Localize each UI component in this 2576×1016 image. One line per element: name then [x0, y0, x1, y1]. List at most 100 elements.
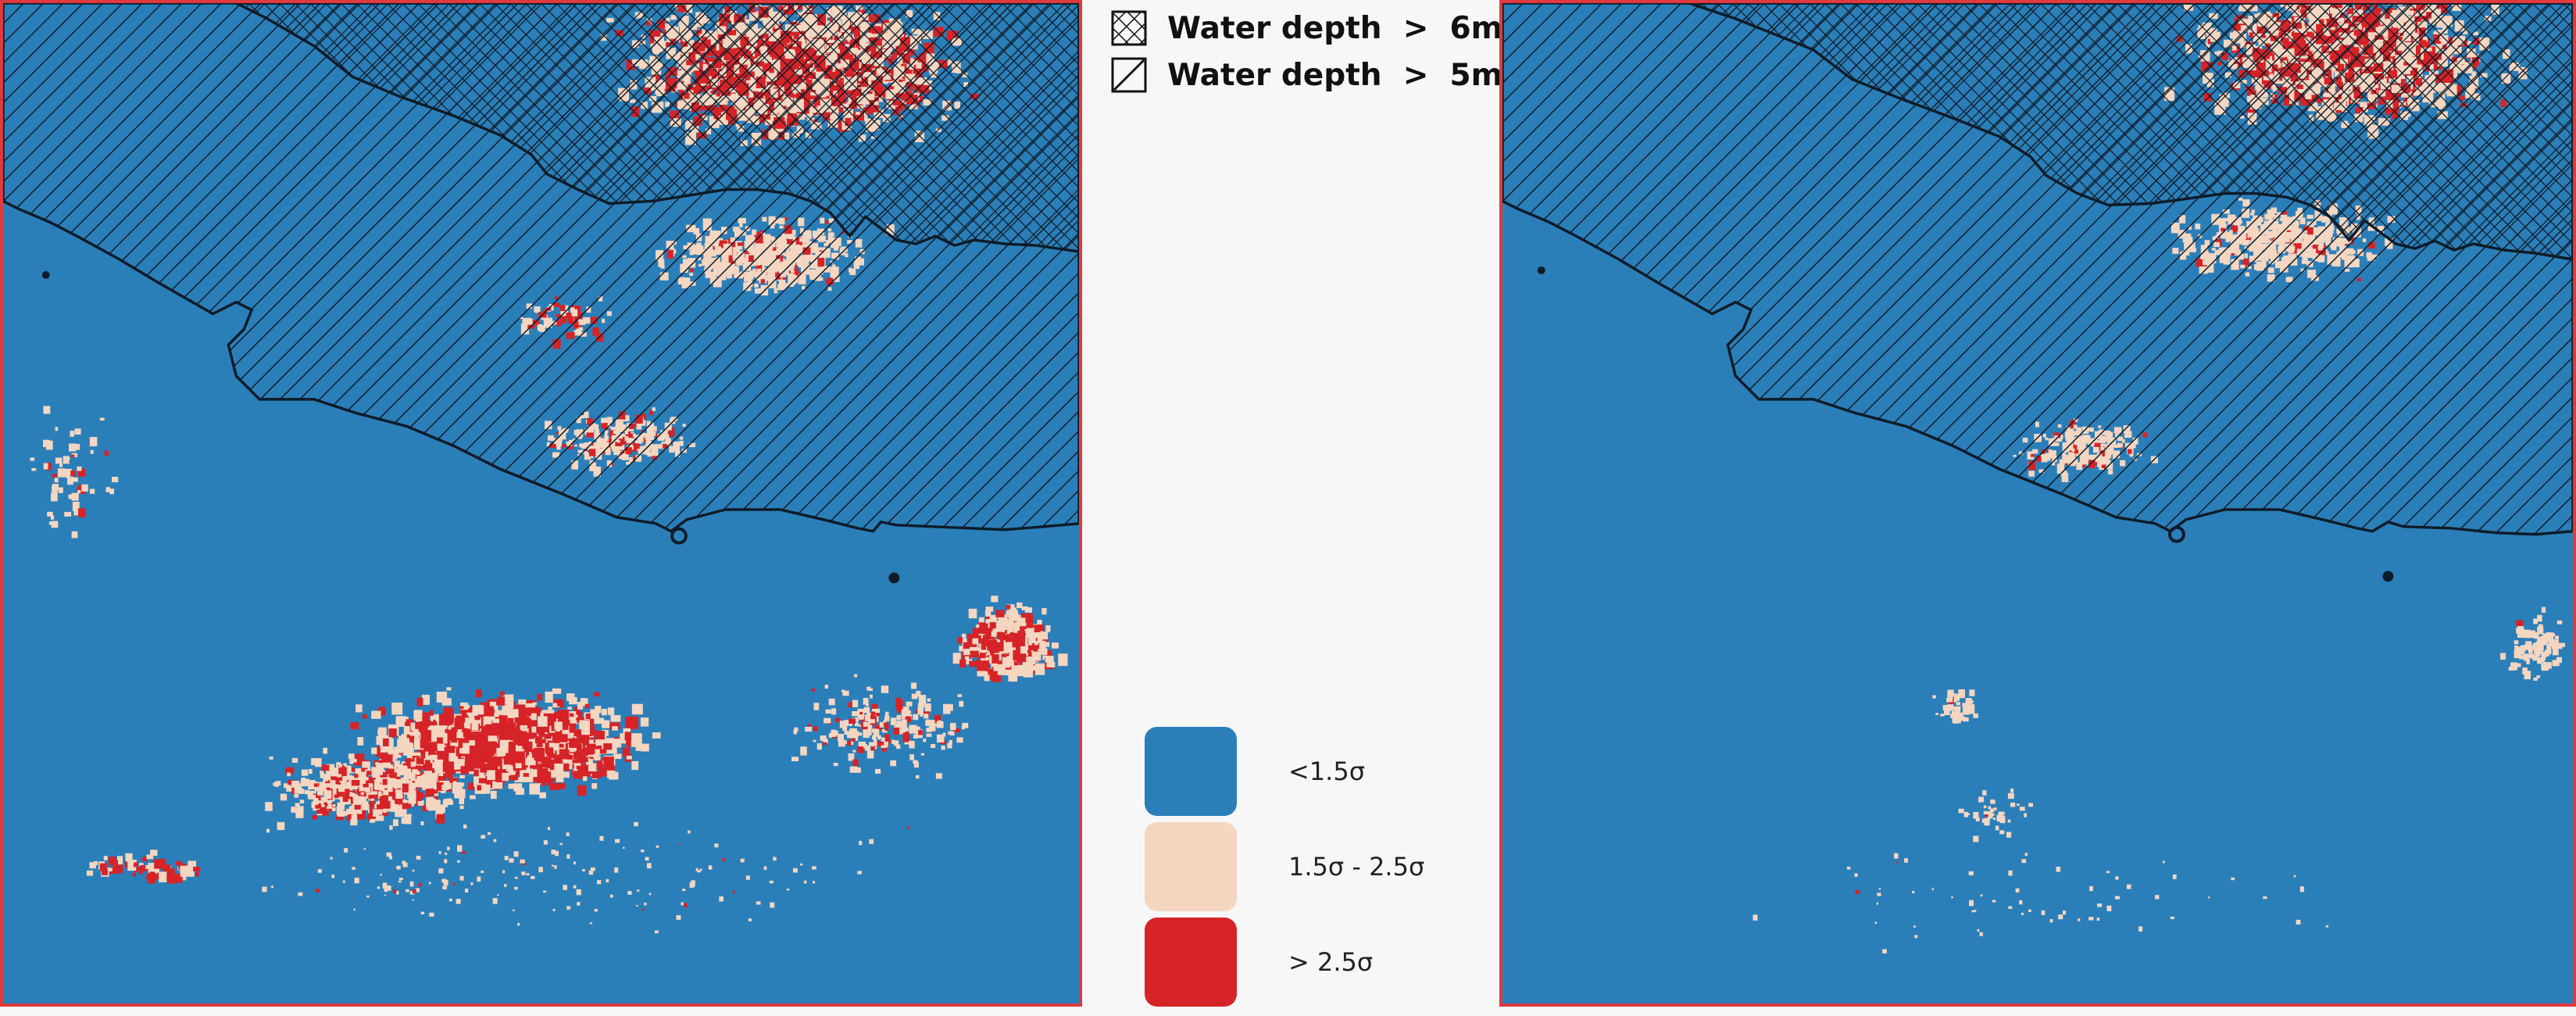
anomaly-cell [992, 628, 1000, 635]
anomaly-cell [1021, 606, 1028, 610]
anomaly-cell [467, 782, 475, 790]
anomaly-cell [508, 741, 516, 750]
anomaly-cell [1037, 624, 1045, 634]
anomaly-cell [464, 750, 474, 763]
anomaly-cell [1009, 660, 1019, 670]
anomaly-cell [634, 821, 638, 827]
anomaly-cell [381, 784, 388, 789]
anomaly-cell [180, 865, 189, 877]
anomaly-cell [473, 751, 483, 762]
anomaly-cell [523, 728, 533, 735]
anomaly-cell [137, 867, 143, 871]
anomaly-cell [346, 775, 353, 780]
anomaly-cell [163, 864, 171, 871]
anomaly-cell [291, 757, 298, 763]
anomaly-cell [1006, 604, 1015, 610]
anomaly-cell [528, 727, 538, 739]
anomaly-cell [601, 709, 607, 716]
anomaly-cell [502, 759, 512, 771]
anomaly-cell [881, 739, 888, 747]
anomaly-cell [382, 800, 391, 809]
anomaly-cell [531, 713, 537, 721]
anomaly-cell [906, 701, 913, 707]
anomaly-cell [576, 765, 581, 771]
anomaly-cell [902, 707, 909, 712]
anomaly-cell [354, 774, 359, 778]
anomaly-cell [312, 814, 318, 820]
anomaly-cell [470, 795, 476, 800]
anomaly-cell [429, 754, 438, 760]
anomaly-cell [595, 749, 602, 756]
anomaly-cell [402, 783, 409, 792]
anomaly-cell [844, 720, 849, 725]
anomaly-cell [848, 702, 852, 708]
anomaly-cell [1027, 649, 1031, 653]
anomaly-cell [957, 694, 963, 697]
anomaly-cell [956, 737, 963, 743]
anomaly-cell [68, 494, 73, 499]
anomaly-cell [497, 717, 503, 724]
anomaly-cell [395, 779, 403, 787]
anomaly-cell [477, 876, 481, 882]
anomaly-cell [602, 720, 610, 728]
anomaly-cell [745, 875, 750, 880]
anomaly-cell [913, 761, 919, 768]
anomaly-cell [813, 739, 816, 742]
anomaly-cell [636, 904, 638, 907]
anomaly-cell [983, 646, 989, 653]
anomaly-cell [430, 715, 441, 722]
anomaly-cell [399, 803, 404, 808]
anomaly-cell [598, 767, 608, 777]
anomaly-cell [763, 866, 767, 871]
anomaly-cell [1005, 665, 1012, 670]
anomaly-cell [989, 622, 996, 628]
anomaly-cell [342, 786, 347, 790]
anomaly-cell [852, 711, 859, 717]
anomaly-cell [948, 731, 952, 735]
anomaly-cell [518, 716, 530, 726]
anomaly-cell [513, 783, 523, 792]
anomaly-cell [991, 654, 999, 664]
anomaly-cell [538, 732, 548, 743]
anomaly-cell [884, 715, 890, 722]
anomaly-cell [337, 802, 343, 810]
anomaly-cell [337, 774, 341, 778]
anomaly-cell [985, 619, 994, 626]
anomaly-cell [350, 775, 359, 782]
anomaly-cell [280, 793, 288, 801]
anomaly-cell [470, 882, 473, 885]
anomaly-cell [996, 642, 1006, 652]
anomaly-cell [344, 848, 348, 853]
anomaly-cell [584, 739, 592, 746]
anomaly-cell [541, 722, 550, 735]
anomaly-cell [1016, 602, 1023, 609]
anomaly-cell [899, 728, 904, 735]
map-panel-left[interactable] [0, 0, 1082, 1007]
anomaly-cell [1003, 642, 1013, 653]
anomaly-cell [794, 727, 799, 732]
anomaly-cell [594, 717, 604, 724]
anomaly-cell [525, 707, 537, 717]
anomaly-cell [363, 714, 367, 719]
anomaly-cell [963, 642, 971, 649]
anomaly-cell [345, 782, 352, 789]
anomaly-cell [446, 746, 456, 753]
anomaly-cell [345, 789, 350, 795]
anomaly-cell [927, 727, 931, 732]
anomaly-cell [74, 428, 81, 435]
anomaly-cell [403, 773, 411, 779]
anomaly-cell [866, 686, 871, 691]
anomaly-cell [504, 724, 513, 735]
anomaly-cell [834, 717, 841, 723]
anomaly-cell [457, 845, 463, 852]
anomaly-cell [883, 719, 887, 723]
anomaly-cell [991, 671, 1002, 682]
anomaly-cell [413, 728, 419, 733]
anomaly-cell [405, 721, 414, 730]
anomaly-cell [1008, 636, 1016, 643]
anomaly-cell [480, 725, 484, 729]
anomaly-cell [403, 726, 410, 735]
anomaly-cell [77, 466, 82, 471]
anomaly-cell [326, 764, 335, 776]
anomaly-cell [404, 814, 412, 825]
